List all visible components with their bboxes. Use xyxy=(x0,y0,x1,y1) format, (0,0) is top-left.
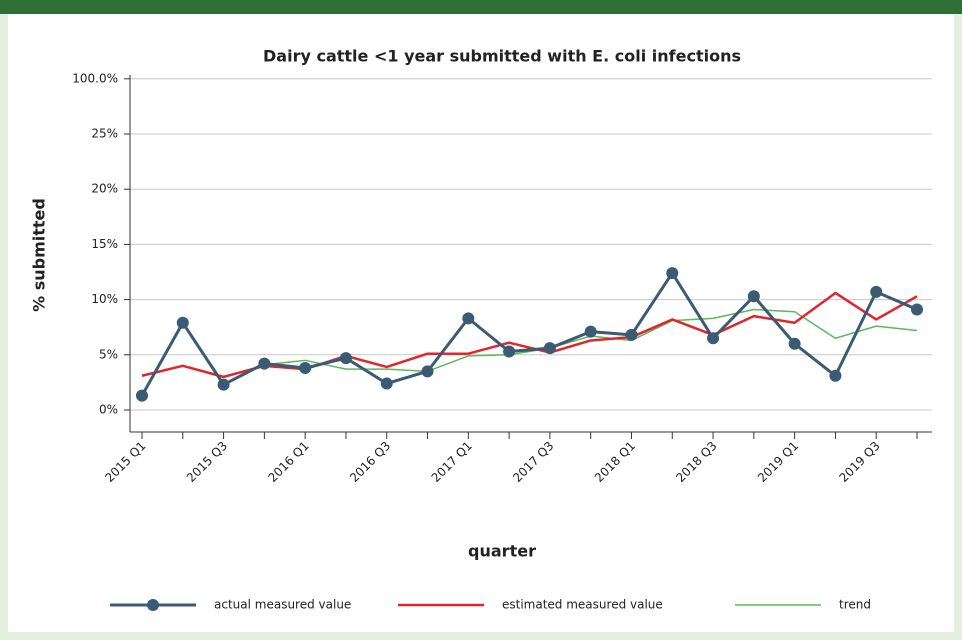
point xyxy=(136,389,148,402)
y-tick-label: 5% xyxy=(99,347,118,361)
y-tick-label: 0% xyxy=(99,403,118,417)
point xyxy=(258,357,271,370)
legend-label: actual measured value xyxy=(214,598,351,612)
point xyxy=(462,312,475,325)
point xyxy=(543,342,556,355)
y-axis-title: % submitted xyxy=(30,198,49,312)
point xyxy=(788,337,801,350)
y-tick-label: 100.0% xyxy=(72,71,118,85)
point xyxy=(870,285,883,298)
y-tick-label: 20% xyxy=(91,182,118,196)
y-tick-label: 25% xyxy=(91,127,118,141)
point xyxy=(707,332,720,345)
point xyxy=(421,365,434,378)
series-line xyxy=(140,271,918,397)
point xyxy=(217,378,230,391)
point xyxy=(747,290,760,303)
legend-label: estimated measured value xyxy=(502,598,663,612)
y-tick-label: 10% xyxy=(91,292,118,306)
series-line xyxy=(141,291,918,379)
y-tick-label: 15% xyxy=(91,237,118,251)
point xyxy=(829,369,842,382)
x-axis-title: quarter xyxy=(468,542,536,561)
point xyxy=(339,352,352,365)
point xyxy=(380,377,393,390)
point xyxy=(176,316,189,329)
chart-title: Dairy cattle <1 year submitted with E. c… xyxy=(263,47,741,66)
legend-label: trend xyxy=(839,598,871,612)
point xyxy=(503,345,516,358)
point xyxy=(299,362,312,375)
point xyxy=(625,328,638,341)
point xyxy=(911,303,923,316)
legend-marker xyxy=(147,599,159,611)
top-bar xyxy=(0,0,962,14)
point xyxy=(584,325,597,338)
point xyxy=(666,267,679,280)
